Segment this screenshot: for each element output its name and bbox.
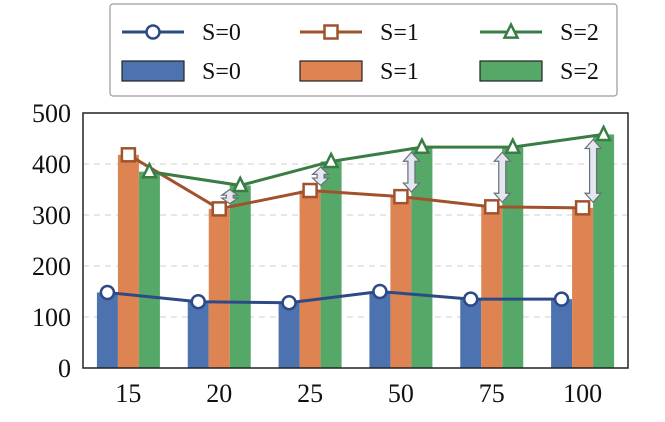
legend-box <box>109 3 618 97</box>
gap-arrow-50 <box>402 151 421 193</box>
legend-label: S=0 <box>202 59 241 85</box>
bars <box>96 134 615 368</box>
line-s1 <box>127 153 583 211</box>
plot-frame <box>82 112 629 369</box>
legend-marker <box>502 21 520 39</box>
bar-s0-50 <box>369 291 391 368</box>
point-s0-50 <box>372 283 388 300</box>
bar-s2-25 <box>320 161 342 368</box>
bar-s2-50 <box>411 147 433 368</box>
legend-label: S=1 <box>380 59 419 85</box>
bar-s1-100 <box>572 207 594 368</box>
point-s2-75 <box>504 136 522 155</box>
point-s0-20 <box>190 293 206 310</box>
point-s1-20 <box>211 201 227 217</box>
bar-s0-25 <box>278 302 300 368</box>
point-s0-15 <box>99 284 116 301</box>
bar-s2-15 <box>138 171 160 368</box>
point-s1-15 <box>120 147 137 163</box>
x-tick-label: 75 <box>479 379 505 408</box>
x-tick-label: 20 <box>206 379 232 408</box>
legend-bar-swatch <box>479 60 543 82</box>
bar-s0-75 <box>460 299 482 368</box>
bar-s2-75 <box>502 147 524 368</box>
gap-arrow-20 <box>219 188 240 205</box>
gap-arrows <box>219 138 603 205</box>
legend-label: S=2 <box>560 20 599 46</box>
series-lines <box>99 124 613 311</box>
line-s0 <box>107 289 562 305</box>
gap-arrow-100 <box>583 138 603 204</box>
y-tick-label: 500 <box>32 99 71 128</box>
bar-s1-50 <box>390 196 412 368</box>
bar-s1-75 <box>481 206 503 368</box>
line-s2 <box>149 132 604 187</box>
legend-bar-swatch <box>121 60 185 82</box>
point-s0-25 <box>281 294 297 311</box>
y-tick-label: 0 <box>58 354 71 383</box>
bar-s0-15 <box>96 292 118 368</box>
y-tick-label: 400 <box>32 150 71 179</box>
x-tick-label: 15 <box>115 379 141 408</box>
point-s1-25 <box>302 182 318 199</box>
point-s1-50 <box>393 188 409 205</box>
legend-marker <box>145 24 161 40</box>
legend-label: S=1 <box>380 20 419 46</box>
point-s2-15 <box>140 161 158 179</box>
y-tick-label: 100 <box>32 303 71 332</box>
legend-label: S=0 <box>202 20 241 46</box>
legend-bar-swatch <box>299 60 363 82</box>
point-s2-100 <box>595 124 613 142</box>
bar-s0-20 <box>187 301 209 368</box>
bar-s0-100 <box>551 299 573 368</box>
point-s2-25 <box>322 151 340 169</box>
point-s0-75 <box>463 291 479 307</box>
bar-s1-15 <box>117 154 139 368</box>
y-tick-label: 200 <box>32 252 71 281</box>
y-tick-label: 300 <box>32 201 71 230</box>
legend: S=0 S=1 S=2 S=0 S=1 S=2 <box>109 3 618 97</box>
bar-s2-20 <box>229 185 251 368</box>
bar-s1-25 <box>299 190 321 368</box>
gap-arrow-75 <box>492 151 512 204</box>
x-tick-label: 25 <box>297 379 323 408</box>
point-s2-50 <box>413 136 431 155</box>
point-s2-20 <box>231 175 249 193</box>
axes: 0 100 200 300 400 500 15 20 25 50 75 100 <box>32 99 629 408</box>
point-s1-75 <box>484 199 500 215</box>
bar-s1-20 <box>208 208 230 368</box>
legend-marker <box>323 24 339 40</box>
gap-arrow-25 <box>311 166 331 187</box>
point-s0-100 <box>553 291 570 307</box>
point-s1-100 <box>574 200 591 216</box>
legend-label: S=2 <box>560 59 599 85</box>
x-tick-label: 100 <box>563 379 602 408</box>
x-tick-label: 50 <box>388 379 414 408</box>
